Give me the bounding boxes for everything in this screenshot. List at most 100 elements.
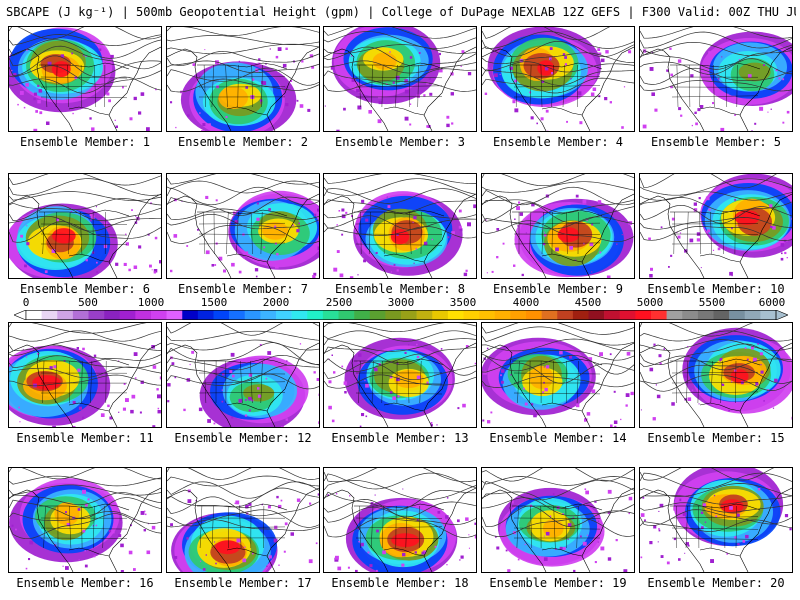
map-panel-14 [481,322,635,428]
colorbar-tick-label: 4500 [574,296,602,309]
map-panel-17 [166,467,320,573]
height-contours [482,468,634,537]
colorbar-swatch [463,310,480,320]
map-panel-10 [639,173,793,279]
member-caption: Ensemble Member: 9 [492,282,624,296]
cape-shading [642,31,792,131]
cape-shading [640,468,792,565]
sbcape-map [482,468,634,572]
colorbar-swatch [41,310,58,320]
colorbar-swatch [682,310,699,320]
colorbar-right-arrow [775,310,788,320]
height-contours [9,468,161,540]
geography-lines [324,487,476,572]
colorbar-swatch [494,310,511,320]
colorbar-swatch [526,310,542,320]
map-panel-18 [323,467,477,573]
colorbar-swatch [104,310,121,320]
map-panel-1 [8,26,162,132]
member-caption: Ensemble Member: 3 [334,135,466,149]
colorbar-swatch [385,310,402,320]
map-panel-16 [8,467,162,573]
colorbar-swatch [338,310,355,320]
colorbar-swatch [666,310,683,320]
map-panel-5 [639,26,793,132]
colorbar-swatch [432,310,449,320]
sbcape-map [167,174,319,278]
figure-title: SBCAPE (J kg⁻¹) | 500mb Geopotential Hei… [6,5,796,19]
member-caption: Ensemble Member: 2 [177,135,309,149]
map-panel-8 [323,173,477,279]
map-panel-20 [639,467,793,573]
height-contours [324,27,476,92]
height-contours [482,174,634,243]
member-caption: Ensemble Member: 17 [174,576,312,590]
colorbar-swatch [619,310,636,320]
colorbar-swatch [291,310,308,320]
colorbar-swatch [72,310,89,320]
map-panel-7 [166,173,320,279]
height-contours [167,174,319,244]
height-contours [482,323,634,388]
geography-lines [9,342,161,427]
colorbar-swatch [651,310,667,320]
colorbar-swatch [479,310,496,320]
height-contours [324,323,476,389]
member-caption: Ensemble Member: 20 [647,576,785,590]
colorbar-swatch [135,310,152,320]
geography-lines [324,342,476,427]
sbcape-map [9,468,161,572]
cape-shading [328,337,476,427]
height-contours [640,174,792,241]
map-panel-9 [481,173,635,279]
colorbar-swatch [744,310,761,320]
geography-lines [167,487,319,572]
colorbar-swatch [260,310,277,320]
sbcape-map [167,323,319,427]
height-contours [167,27,319,93]
member-caption: Ensemble Member: 18 [331,576,469,590]
geography-lines [324,193,476,278]
colorbar-swatch [229,310,246,320]
geography-lines [482,487,634,572]
colorbar-swatch [369,310,386,320]
colorbar-frame [25,310,777,320]
map-panel-2 [166,26,320,132]
geography-lines [9,193,161,278]
map-panel-11 [8,322,162,428]
member-caption: Ensemble Member: 19 [489,576,627,590]
member-caption: Ensemble Member: 4 [492,135,624,149]
colorbar-tick-label: 0 [22,296,30,309]
height-contours [167,468,319,532]
geography-lines [640,342,792,427]
colorbar-swatch [166,310,183,320]
sbcape-map [324,468,476,572]
colorbar-tick-label: 6000 [758,296,786,309]
map-panel-19 [481,467,635,573]
map-panel-15 [639,322,793,428]
colorbar-swatch [88,310,105,320]
sbcape-map [324,174,476,278]
cape-shading [333,191,476,278]
sbcape-map [324,27,476,131]
cape-shading [485,194,634,278]
height-contours [167,323,319,390]
colorbar-tick-label: 3500 [449,296,477,309]
height-contours [9,27,161,94]
member-caption: Ensemble Member: 12 [174,431,312,445]
colorbar-tick-label: 500 [78,296,98,309]
colorbar-swatch [729,310,746,320]
colorbar-swatch [416,310,433,320]
colorbar-swatch [322,310,339,320]
sbcape-map [9,323,161,427]
colorbar-swatch [354,310,371,320]
height-contours [9,174,161,243]
geography-lines [640,46,792,131]
colorbar-swatch [447,310,464,320]
height-contours [640,468,792,532]
colorbar-swatch [244,310,261,320]
map-panel-3 [323,26,477,132]
colorbar-tick-label: 5500 [698,296,726,309]
sbcape-map [640,27,792,131]
sbcape-map [640,468,792,572]
